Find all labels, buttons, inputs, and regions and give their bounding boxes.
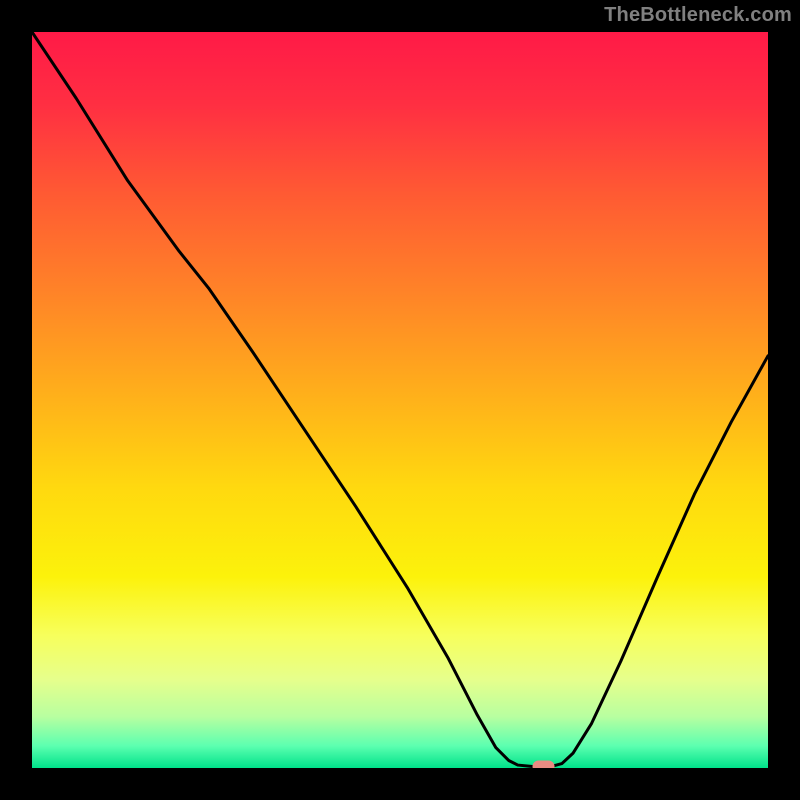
chart-svg bbox=[32, 32, 768, 768]
watermark-text: TheBottleneck.com bbox=[604, 4, 792, 27]
chart-plot-area bbox=[32, 32, 768, 768]
gradient-background bbox=[32, 32, 768, 768]
optimal-point-marker bbox=[533, 761, 555, 768]
